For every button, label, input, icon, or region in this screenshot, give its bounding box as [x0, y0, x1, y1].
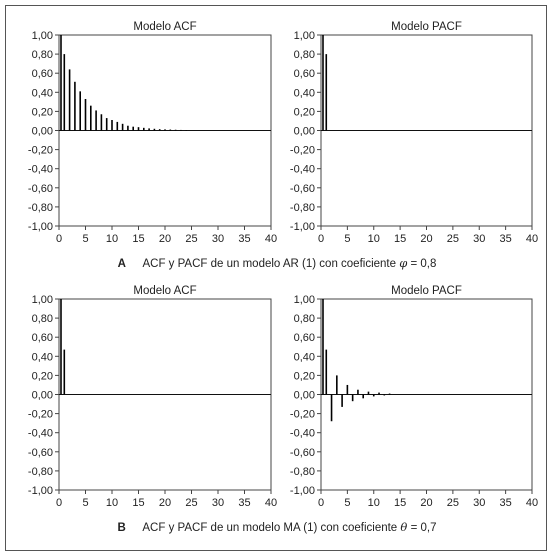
chart-2-xtick-label: 0 — [318, 233, 324, 245]
chart-2-ytick-label: -0,20 — [290, 145, 315, 157]
chart-1-xtick-label: 0 — [56, 233, 62, 245]
chart-4-xtick-label: 35 — [500, 497, 512, 509]
chart-2-ytick-label: 0,60 — [294, 68, 315, 80]
chart-3-xtick-label: 10 — [106, 497, 118, 509]
chart-4-xtick-label: 0 — [318, 497, 324, 509]
chart-1-xtick-label: 35 — [238, 233, 250, 245]
chart-1-xtick-label: 40 — [265, 233, 277, 245]
chart-4-ytick-label: 0,20 — [294, 370, 315, 382]
caption-a-letter: A — [117, 258, 126, 270]
chart-3-xtick-label: 5 — [82, 497, 88, 509]
chart-3-ytick-label: 0,20 — [32, 370, 53, 382]
chart-1-xtick-label: 20 — [159, 233, 171, 245]
chart-1-title: Modelo ACF — [133, 21, 196, 33]
caption-b-value: = 0,7 — [410, 522, 437, 534]
chart-3-ytick-label: -0,60 — [28, 447, 53, 459]
chart-2-ytick-label: 0,20 — [294, 106, 315, 118]
chart-4-xtick-label: 20 — [420, 497, 432, 509]
chart-3-xtick-label: 15 — [132, 497, 144, 509]
chart-4-xtick-label: 15 — [394, 497, 406, 509]
chart-1-xtick-label: 15 — [132, 233, 144, 245]
chart-4-ytick-label: -1,00 — [290, 485, 315, 497]
chart-1-ytick-label: -0,60 — [28, 183, 53, 195]
chart-4-ytick-label: 0,60 — [294, 332, 315, 344]
chart-4-title: Modelo PACF — [391, 285, 462, 297]
chart-2-xtick-label: 10 — [368, 233, 380, 245]
chart-2-ytick-label: -0,60 — [290, 183, 315, 195]
chart-2-ytick-label: -1,00 — [290, 221, 315, 233]
chart-4-ytick-label: -0,20 — [290, 409, 315, 421]
chart-1-ytick-label: -0,80 — [28, 202, 53, 214]
chart-3-xtick-label: 25 — [185, 497, 197, 509]
chart-1-ytick-label: 0,20 — [32, 106, 53, 118]
chart-1-ytick-label: 0,80 — [32, 49, 53, 61]
chart-2-xtick-label: 25 — [447, 233, 459, 245]
chart-4-xtick-label: 5 — [344, 497, 350, 509]
chart-1-xtick-label: 10 — [106, 233, 118, 245]
chart-2-ytick-label: -0,80 — [290, 202, 315, 214]
chart-3-title: Modelo ACF — [133, 285, 196, 297]
chart-3-ytick-label: 0,40 — [32, 351, 53, 363]
chart-2-ytick-label: 0,40 — [294, 87, 315, 99]
chart-2-xtick-label: 30 — [473, 233, 485, 245]
chart-3-xtick-label: 0 — [56, 497, 62, 509]
chart-3-xtick-label: 20 — [159, 497, 171, 509]
chart-4-ytick-label: 0,80 — [294, 313, 315, 325]
chart-2-ytick-label: 0,80 — [294, 49, 315, 61]
chart-1-xtick-label: 25 — [185, 233, 197, 245]
caption-b: B ACF y PACF de un modelo MA (1) con coe… — [0, 520, 554, 534]
chart-3-xtick-label: 30 — [212, 497, 224, 509]
chart-3-xtick-label: 35 — [238, 497, 250, 509]
chart-4-ytick-label: -0,80 — [290, 466, 315, 478]
chart-1-ytick-label: -0,40 — [28, 164, 53, 176]
chart-3-ytick-label: 0,60 — [32, 332, 53, 344]
caption-b-symbol: θ — [400, 520, 408, 534]
chart-4-ytick-label: 0,40 — [294, 351, 315, 363]
chart-4-ytick-label: -0,40 — [290, 428, 315, 440]
caption-b-letter: B — [117, 522, 126, 534]
chart-4-xtick-label: 10 — [368, 497, 380, 509]
chart-2-ytick-label: 0,00 — [294, 126, 315, 138]
chart-3-ytick-label: 0,00 — [32, 390, 53, 402]
chart-4-xtick-label: 40 — [526, 497, 538, 509]
chart-3-ytick-label: 0,80 — [32, 313, 53, 325]
chart-4-ytick-label: -0,60 — [290, 447, 315, 459]
chart-4-xtick-label: 30 — [473, 497, 485, 509]
caption-b-text: ACF y PACF de un modelo MA (1) con coefi… — [142, 522, 398, 534]
chart-2-xtick-label: 35 — [500, 233, 512, 245]
chart-3-xtick-label: 40 — [265, 497, 277, 509]
chart-1-ytick-label: -1,00 — [28, 221, 53, 233]
caption-a: A ACF y PACF de un modelo AR (1) con coe… — [0, 256, 554, 270]
caption-a-text: ACF y PACF de un modelo AR (1) con coefi… — [142, 258, 397, 270]
chart-1-ytick-label: 0,40 — [32, 87, 53, 99]
chart-2-xtick-label: 5 — [344, 233, 350, 245]
chart-1-ytick-label: -0,20 — [28, 145, 53, 157]
chart-3-ytick-label: -0,20 — [28, 409, 53, 421]
chart-4-ytick-label: 1,00 — [294, 294, 315, 306]
chart-3-ytick-label: -0,40 — [28, 428, 53, 440]
chart-1-ytick-label: 0,00 — [32, 126, 53, 138]
chart-1-xtick-label: 5 — [82, 233, 88, 245]
chart-2-ytick-label: -0,40 — [290, 164, 315, 176]
chart-1-xtick-label: 30 — [212, 233, 224, 245]
chart-1-ytick-label: 0,60 — [32, 68, 53, 80]
chart-2-xtick-label: 15 — [394, 233, 406, 245]
chart-1-ytick-label: 1,00 — [32, 30, 53, 42]
chart-4-ytick-label: 0,00 — [294, 390, 315, 402]
chart-2-xtick-label: 20 — [420, 233, 432, 245]
chart-3-ytick-label: -1,00 — [28, 485, 53, 497]
chart-3-ytick-label: 1,00 — [32, 294, 53, 306]
caption-a-symbol: φ — [399, 256, 408, 270]
caption-a-value: = 0,8 — [410, 258, 437, 270]
chart-2-xtick-label: 40 — [526, 233, 538, 245]
figure-frame — [5, 5, 547, 551]
chart-3-ytick-label: -0,80 — [28, 466, 53, 478]
chart-2-ytick-label: 1,00 — [294, 30, 315, 42]
chart-4-xtick-label: 25 — [447, 497, 459, 509]
chart-2-title: Modelo PACF — [391, 21, 462, 33]
